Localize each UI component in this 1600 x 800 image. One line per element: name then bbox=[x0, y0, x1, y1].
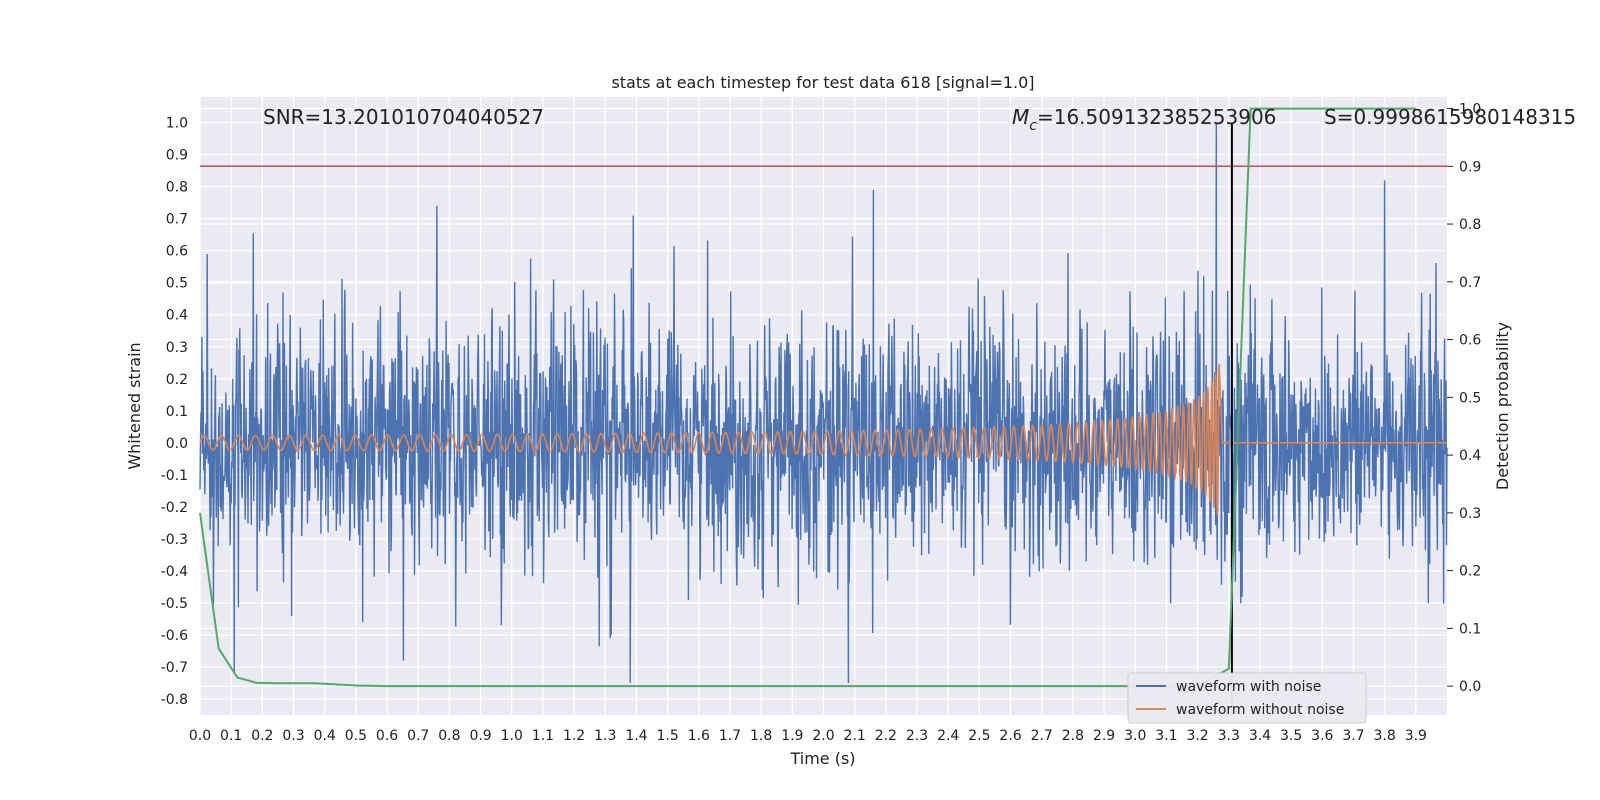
x-tick-label: 2.9 bbox=[1093, 728, 1115, 744]
mc-annotation: Mc=16.509132385253906 bbox=[1012, 105, 1276, 134]
x-tick-label: 1.6 bbox=[688, 728, 710, 744]
x-tick-label: 0.8 bbox=[438, 728, 460, 744]
line-waveform-without-noise bbox=[199, 364, 1447, 517]
x-tick-label: 3.3 bbox=[1218, 728, 1240, 744]
grid bbox=[199, 97, 1447, 715]
y-tick-label-right: 0.4 bbox=[1459, 448, 1481, 464]
x-tick-label: 0.1 bbox=[220, 728, 242, 744]
y-tick-label-left: 0.2 bbox=[166, 372, 188, 388]
y-tick-label-right: 0.5 bbox=[1459, 390, 1481, 406]
y-tick-label-left: -0.8 bbox=[161, 692, 188, 708]
x-tick-label: 0.6 bbox=[376, 728, 398, 744]
x-tick-label: 1.4 bbox=[625, 728, 647, 744]
legend-label-clean: waveform without noise bbox=[1176, 702, 1344, 718]
x-tick-label: 3.0 bbox=[1124, 728, 1146, 744]
y-tick-label-left: -0.4 bbox=[161, 564, 188, 580]
y-tick-label-left: -0.1 bbox=[161, 468, 188, 484]
mc-value: =16.509132385253906 bbox=[1037, 105, 1276, 129]
y-tick-label-right: 0.1 bbox=[1459, 621, 1481, 637]
y-tick-label-right: 1.0 bbox=[1459, 102, 1481, 118]
series-waveform-without-noise bbox=[199, 364, 1447, 517]
y-tick-label-left: -0.2 bbox=[161, 500, 188, 516]
x-tick-label: 1.9 bbox=[781, 728, 803, 744]
x-tick-label: 1.0 bbox=[501, 728, 523, 744]
y-tick-label-left: 0.0 bbox=[166, 436, 188, 452]
x-tick-label: 2.6 bbox=[999, 728, 1021, 744]
x-tick-label: 0.9 bbox=[469, 728, 491, 744]
x-tick-label: 3.2 bbox=[1186, 728, 1208, 744]
x-tick-label: 0.3 bbox=[282, 728, 304, 744]
y-tick-label-left: 0.9 bbox=[166, 148, 188, 164]
snr-annotation: SNR=13.201010704040527 bbox=[263, 105, 544, 129]
y-tick-label-left: -0.7 bbox=[161, 660, 188, 676]
series-waveform-with-noise bbox=[199, 122, 1448, 684]
x-tick-label: 0.4 bbox=[314, 728, 336, 744]
x-tick-label: 2.5 bbox=[968, 728, 990, 744]
y-axis-label-right: Detection probability bbox=[1493, 322, 1512, 490]
legend-box bbox=[1127, 672, 1367, 724]
y-ticks-right: 1.0 0.9 0.8 0.7 0.6 0.5 0.4 0.3 0.2 0.1 0.0 bbox=[1447, 102, 1481, 695]
x-tick-label: 0.5 bbox=[345, 728, 367, 744]
legend-label-noise: waveform with noise bbox=[1176, 679, 1321, 695]
y-tick-label-left: -0.5 bbox=[161, 596, 188, 612]
x-tick-label: 0.7 bbox=[407, 728, 429, 744]
x-tick-label: 2.4 bbox=[937, 728, 959, 744]
x-tick-label: 3.8 bbox=[1374, 728, 1396, 744]
y-tick-label-right: 0.7 bbox=[1459, 275, 1481, 291]
x-tick-label: 1.7 bbox=[719, 728, 741, 744]
x-tick-label: 1.2 bbox=[563, 728, 585, 744]
y-tick-label-right: 0.8 bbox=[1459, 217, 1481, 233]
y-tick-label-left: -0.3 bbox=[161, 532, 188, 548]
x-tick-label: 1.3 bbox=[594, 728, 616, 744]
chart-title: stats at each timestep for test data 618… bbox=[611, 73, 1034, 92]
x-tick-label: 1.5 bbox=[656, 728, 678, 744]
y-tick-label-right: 0.0 bbox=[1459, 679, 1481, 695]
x-tick-label: 0.2 bbox=[251, 728, 273, 744]
y-axis-label-left: Whitened strain bbox=[125, 342, 144, 469]
y-tick-label-right: 0.6 bbox=[1459, 333, 1481, 349]
y-tick-label-left: 1.0 bbox=[166, 116, 188, 132]
y-tick-label-right: 0.2 bbox=[1459, 564, 1481, 580]
y-tick-label-right: 0.3 bbox=[1459, 506, 1481, 522]
x-tick-label: 0.0 bbox=[189, 728, 211, 744]
x-tick-label: 2.0 bbox=[812, 728, 834, 744]
x-ticks: 0.0 0.1 0.2 0.3 0.4 0.5 0.6 0.7 0.8 0.9 1.0 1.1 1.2 1… bbox=[189, 728, 1427, 744]
y-tick-label-left: 0.4 bbox=[166, 308, 188, 324]
x-tick-label: 1.1 bbox=[532, 728, 554, 744]
y-tick-label-left: 0.6 bbox=[166, 244, 188, 260]
x-tick-label: 3.7 bbox=[1342, 728, 1364, 744]
x-tick-label: 3.1 bbox=[1155, 728, 1177, 744]
x-tick-label: 3.4 bbox=[1249, 728, 1271, 744]
line-waveform-with-noise bbox=[199, 122, 1448, 684]
y-tick-label-right: 0.9 bbox=[1459, 159, 1481, 175]
y-tick-label-left: 0.5 bbox=[166, 276, 188, 292]
mc-symbol: M bbox=[1012, 105, 1029, 129]
s-annotation: S=0.9998615980148315 bbox=[1324, 105, 1576, 129]
y-tick-label-left: 0.7 bbox=[166, 212, 188, 228]
x-tick-label: 2.7 bbox=[1031, 728, 1053, 744]
x-tick-label: 2.3 bbox=[906, 728, 928, 744]
mc-subscript: c bbox=[1029, 118, 1037, 134]
x-tick-label: 2.8 bbox=[1062, 728, 1084, 744]
x-tick-label: 2.2 bbox=[875, 728, 897, 744]
y-tick-label-left: 0.1 bbox=[166, 404, 188, 420]
y-tick-label-left: 0.8 bbox=[166, 180, 188, 196]
y-ticks-left: 1.0 0.9 0.8 0.7 0.6 0.5 0.4 0.3 0.2 0.1 0.0 -0.1 -0.… bbox=[161, 116, 188, 708]
x-tick-label: 2.1 bbox=[844, 728, 866, 744]
x-tick-label: 1.8 bbox=[750, 728, 772, 744]
y-tick-label-left: 0.3 bbox=[166, 340, 188, 356]
y-tick-label-left: -0.6 bbox=[161, 628, 188, 644]
reference-lines bbox=[200, 122, 1447, 715]
x-tick-label: 3.5 bbox=[1280, 728, 1302, 744]
legend: waveform with noise waveform without noi… bbox=[1127, 672, 1367, 724]
x-tick-label: 3.9 bbox=[1405, 728, 1427, 744]
x-axis-label: Time (s) bbox=[789, 749, 855, 768]
x-tick-label: 3.6 bbox=[1311, 728, 1333, 744]
